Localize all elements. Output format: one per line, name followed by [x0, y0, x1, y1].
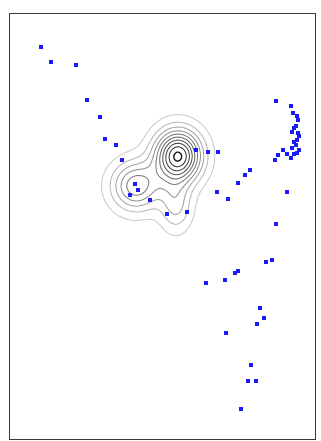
data-point-18 [226, 197, 230, 201]
contour-line-6 [159, 136, 196, 180]
data-point-8 [133, 182, 137, 186]
plot-frame [9, 13, 316, 440]
contour-line-1 [101, 114, 216, 237]
data-point-30 [296, 131, 300, 135]
data-point-37 [295, 151, 299, 155]
data-point-53 [262, 316, 266, 320]
data-point-57 [246, 379, 250, 383]
data-point-24 [291, 111, 295, 115]
data-point-40 [285, 152, 289, 156]
data-point-43 [273, 158, 277, 162]
contour-line-10 [173, 151, 183, 162]
data-point-3 [85, 98, 89, 102]
data-point-32 [295, 138, 299, 142]
density-contours [101, 114, 216, 237]
data-point-45 [274, 222, 278, 226]
data-point-54 [255, 322, 259, 326]
data-point-15 [206, 150, 210, 154]
data-point-51 [204, 281, 208, 285]
data-point-6 [114, 143, 118, 147]
contour-line-9 [168, 146, 187, 168]
data-point-36 [297, 148, 301, 152]
contour-line-8 [165, 142, 190, 172]
contour-line-3 [115, 126, 205, 216]
data-point-9 [136, 188, 140, 192]
data-point-13 [185, 210, 189, 214]
data-point-2 [74, 63, 78, 67]
contour-line-5 [126, 133, 198, 196]
data-point-39 [289, 156, 293, 160]
data-point-26 [296, 118, 300, 122]
data-point-46 [264, 260, 268, 264]
contour-line-7 [162, 139, 193, 176]
data-point-5 [103, 137, 107, 141]
data-point-38 [292, 152, 296, 156]
data-point-35 [290, 146, 294, 150]
data-point-0 [39, 45, 43, 49]
contour-line-2 [109, 121, 209, 225]
data-point-59 [239, 407, 243, 411]
scatter-points [39, 45, 301, 411]
data-point-34 [294, 143, 298, 147]
data-point-25 [295, 114, 299, 118]
contour-line-4 [120, 130, 201, 202]
data-point-14 [194, 148, 198, 152]
data-point-1 [49, 60, 53, 64]
data-point-48 [236, 269, 240, 273]
data-point-42 [276, 153, 280, 157]
data-point-41 [281, 148, 285, 152]
data-point-12 [165, 212, 169, 216]
data-point-23 [289, 104, 293, 108]
data-point-21 [248, 168, 252, 172]
data-point-20 [243, 173, 247, 177]
data-point-4 [98, 115, 102, 119]
data-point-19 [236, 181, 240, 185]
data-point-22 [274, 99, 278, 103]
data-point-44 [285, 190, 289, 194]
data-point-33 [292, 140, 296, 144]
data-point-49 [233, 271, 237, 275]
data-point-55 [224, 331, 228, 335]
data-point-47 [270, 258, 274, 262]
data-point-58 [254, 379, 258, 383]
data-point-7 [120, 158, 124, 162]
data-point-16 [216, 150, 220, 154]
data-point-11 [148, 198, 152, 202]
data-point-50 [223, 278, 227, 282]
data-point-28 [292, 126, 296, 130]
data-point-10 [128, 193, 132, 197]
data-point-31 [297, 134, 301, 138]
data-point-29 [290, 130, 294, 134]
data-point-17 [215, 190, 219, 194]
data-point-56 [249, 363, 253, 367]
data-point-52 [258, 306, 262, 310]
